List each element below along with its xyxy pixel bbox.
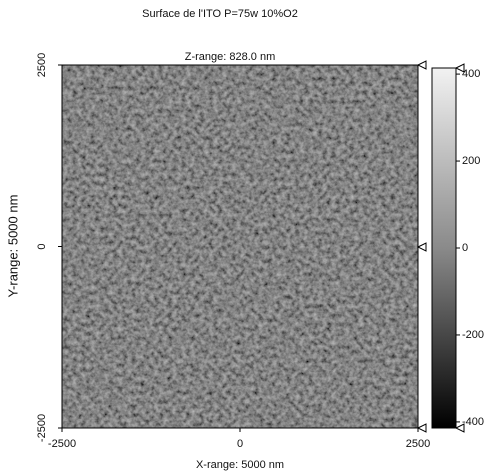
z-tick-label: 400 — [462, 68, 480, 80]
y-axis-label: Y-range: 5000 nm — [5, 195, 20, 298]
y-tick-label: -2500 — [36, 414, 48, 442]
x-tick-label: 2500 — [406, 438, 430, 450]
z-tick-label: 200 — [462, 155, 480, 167]
x-tick-label: -2500 — [48, 438, 76, 450]
z-tick-label: -200 — [462, 329, 484, 341]
x-axis-label: X-range: 5000 nm — [196, 459, 284, 471]
surface-image — [62, 65, 418, 428]
markers — [416, 60, 465, 433]
z-tick-label: 0 — [462, 242, 468, 254]
color-bar — [431, 67, 457, 429]
chart-title: Surface de l'ITO P=75w 10%O2 — [142, 8, 298, 20]
y-tick-label: 2500 — [36, 53, 48, 77]
chart-subtitle: Z-range: 828.0 nm — [185, 51, 276, 63]
z-tick-label: -400 — [462, 416, 484, 428]
y-tick-label: 0 — [36, 243, 48, 249]
x-tick-label: 0 — [237, 438, 243, 450]
